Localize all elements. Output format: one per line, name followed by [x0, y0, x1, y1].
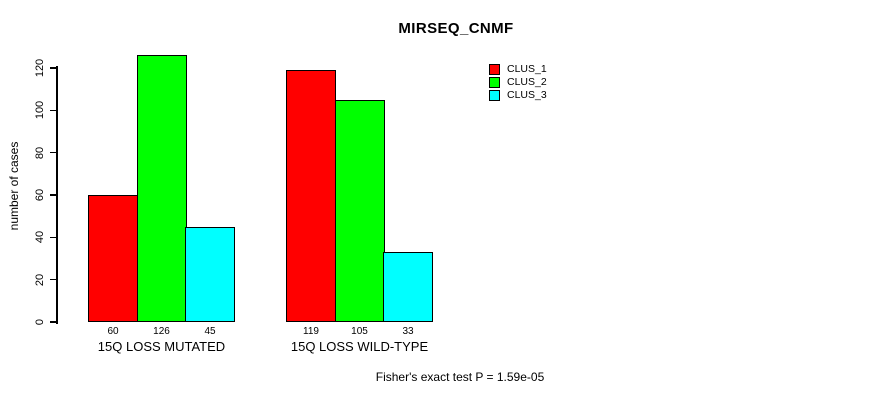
y-axis-tick-label: 40: [34, 231, 46, 244]
legend-swatch-icon: [489, 64, 500, 75]
bar-clus_3-group1: [185, 226, 235, 322]
legend: CLUS_1 CLUS_2 CLUS_3: [489, 64, 547, 101]
y-axis-title: number of cases: [7, 141, 21, 231]
bar-value-label: 45: [204, 326, 216, 337]
y-axis-tick: [50, 278, 57, 281]
bar-value-label: 60: [107, 326, 119, 337]
y-axis-tick-label: 120: [34, 58, 46, 78]
legend-swatch-icon: [489, 90, 500, 101]
legend-item-clus_3: CLUS_3: [489, 90, 547, 101]
bar-clus_1-group1: [88, 195, 138, 322]
y-axis-tick: [50, 67, 57, 69]
y-axis-tick: [50, 151, 57, 154]
y-axis-tick-label: 0: [34, 318, 46, 326]
y-axis-tick-label: 100: [34, 101, 46, 120]
bar-clus_1-group2: [286, 70, 336, 322]
legend-swatch-icon: [489, 77, 500, 88]
bar-value-label: 119: [303, 326, 319, 337]
legend-label: CLUS_3: [507, 89, 547, 101]
y-axis-tick: [50, 321, 57, 323]
legend-item-clus_1: CLUS_1: [489, 64, 547, 75]
bar-clus_3-group2: [383, 252, 433, 322]
chart-title: MIRSEQ_CNMF: [398, 20, 514, 37]
legend-label: CLUS_2: [507, 76, 547, 88]
bar-value-label: 105: [351, 326, 368, 337]
y-axis-tick: [50, 194, 57, 196]
bar-value-label: 126: [153, 326, 170, 337]
x-category-label: 15Q LOSS WILD-TYPE: [290, 339, 429, 354]
legend-label: CLUS_1: [507, 63, 547, 75]
legend-item-clus_2: CLUS_2: [489, 77, 547, 88]
bar-value-label: 33: [402, 326, 414, 337]
statistical-test-note: Fisher's exact test P = 1.59e-05: [375, 370, 545, 384]
bar-clus_2-group1: [136, 55, 187, 322]
y-axis-tick-label: 60: [34, 188, 46, 202]
y-axis-tick-label: 80: [34, 146, 46, 159]
y-axis-tick-label: 20: [34, 273, 46, 286]
y-axis-tick: [50, 236, 57, 239]
bar-clus_2-group2: [334, 99, 385, 322]
x-category-label: 15Q LOSS MUTATED: [97, 339, 226, 354]
y-axis-tick: [50, 109, 57, 112]
